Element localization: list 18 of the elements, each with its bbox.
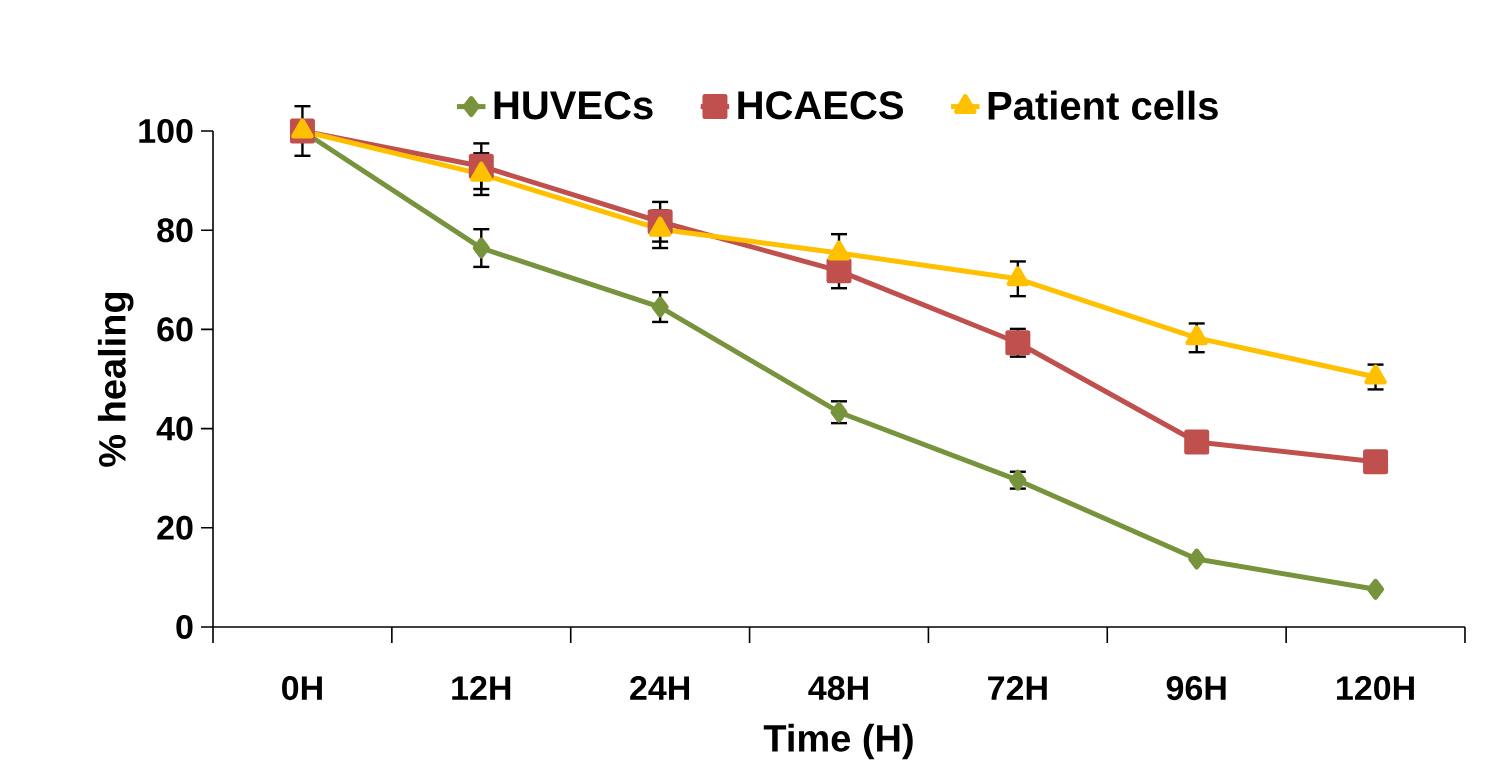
- legend-label: Patient cells: [988, 90, 1218, 120]
- y-axis-title: % healing: [97, 292, 134, 467]
- x-tick-label: 12H: [452, 676, 511, 700]
- y-tick-label: 20: [157, 515, 193, 540]
- x-tick-label: 120H: [1337, 676, 1414, 701]
- y-tick-label: 0: [176, 614, 193, 640]
- legend-label: HUVECs: [494, 91, 653, 120]
- legend-label: HCAECS: [738, 91, 903, 120]
- y-tick-label: 40: [156, 416, 193, 441]
- x-tick-label: 48H: [808, 676, 868, 701]
- y-tick-label: 80: [157, 218, 193, 243]
- y-tick-label: 100: [139, 118, 193, 144]
- y-tick-label: 60: [157, 317, 193, 342]
- x-tick-label: 24H: [630, 676, 690, 700]
- x-tick-label: 96H: [1166, 676, 1226, 701]
- x-axis-title: Time (H): [763, 723, 913, 760]
- x-tick-label: 0H: [282, 676, 322, 701]
- x-tick-label: 72H: [988, 676, 1047, 700]
